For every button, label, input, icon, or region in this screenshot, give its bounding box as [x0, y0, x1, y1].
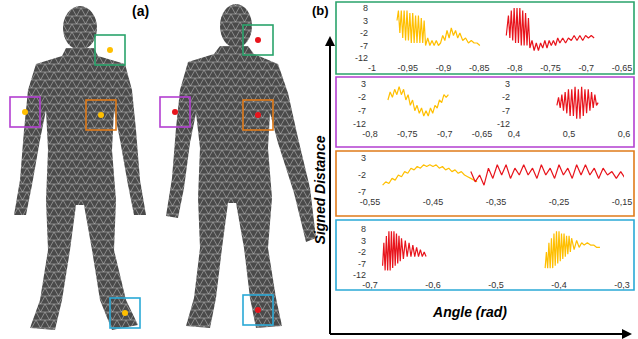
- svg-text:-0,8: -0,8: [362, 129, 378, 139]
- svg-text:8: 8: [363, 3, 368, 13]
- svg-text:-2: -2: [502, 92, 510, 102]
- svg-text:-0,65: -0,65: [612, 63, 633, 73]
- svg-text:-7: -7: [358, 187, 366, 197]
- svg-text:-7: -7: [502, 106, 510, 116]
- svg-text:-7: -7: [358, 259, 366, 269]
- svg-text:-0,75: -0,75: [540, 63, 561, 73]
- svg-text:Signed Distance: Signed Distance: [312, 135, 328, 244]
- svg-text:-0,7: -0,7: [579, 63, 595, 73]
- svg-text:Angle (rad): Angle (rad): [432, 304, 507, 320]
- svg-text:3: 3: [363, 16, 368, 26]
- svg-text:-0,8: -0,8: [507, 63, 523, 73]
- svg-text:-1: -1: [368, 63, 376, 73]
- svg-text:-2: -2: [358, 92, 366, 102]
- svg-text:-0,45: -0,45: [423, 197, 444, 207]
- svg-text:-12: -12: [355, 53, 368, 63]
- svg-text:-0,75: -0,75: [397, 129, 418, 139]
- svg-text:-0,3: -0,3: [614, 280, 630, 290]
- svg-text:-0,9: -0,9: [436, 63, 452, 73]
- svg-text:-0,5: -0,5: [488, 280, 504, 290]
- svg-text:-7: -7: [360, 41, 368, 51]
- svg-text:-12: -12: [353, 119, 366, 129]
- svg-text:-0,4: -0,4: [551, 280, 567, 290]
- svg-text:0,5: 0,5: [563, 129, 576, 139]
- svg-text:-0,7: -0,7: [362, 280, 378, 290]
- svg-text:(a): (a): [132, 3, 149, 19]
- svg-text:-0,65: -0,65: [472, 129, 493, 139]
- svg-text:-0,35: -0,35: [486, 197, 507, 207]
- svg-text:3: 3: [361, 153, 366, 163]
- svg-text:-2: -2: [358, 170, 366, 180]
- svg-text:-0,6: -0,6: [425, 280, 441, 290]
- svg-text:-0,7: -0,7: [437, 129, 453, 139]
- svg-text:-7: -7: [358, 106, 366, 116]
- svg-text:3: 3: [361, 236, 366, 246]
- svg-text:-0,15: -0,15: [612, 197, 633, 207]
- svg-text:-0,25: -0,25: [549, 197, 570, 207]
- svg-text:-12: -12: [353, 270, 366, 280]
- svg-text:0,6: 0,6: [618, 129, 631, 139]
- svg-text:3: 3: [505, 79, 510, 89]
- svg-text:-12: -12: [497, 119, 510, 129]
- svg-text:0,4: 0,4: [508, 129, 521, 139]
- svg-text:-0,95: -0,95: [397, 63, 418, 73]
- svg-text:-2: -2: [360, 28, 368, 38]
- svg-text:8: 8: [361, 224, 366, 234]
- svg-text:3: 3: [361, 79, 366, 89]
- svg-text:-0,85: -0,85: [469, 63, 490, 73]
- svg-text:-0,55: -0,55: [360, 197, 381, 207]
- svg-text:-2: -2: [358, 247, 366, 257]
- svg-text:(b): (b): [312, 3, 329, 18]
